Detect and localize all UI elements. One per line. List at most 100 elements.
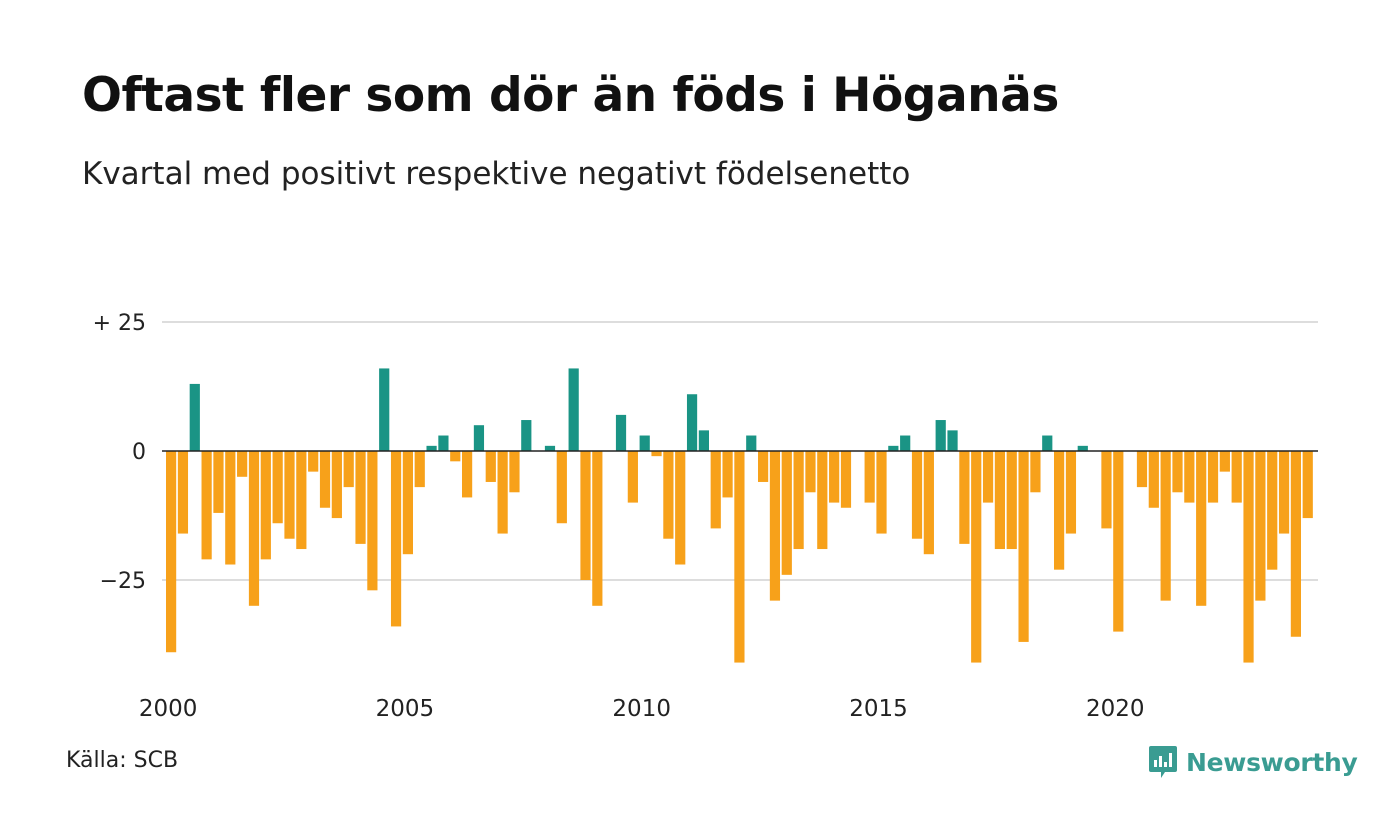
bar xyxy=(1267,451,1278,570)
bar xyxy=(829,451,840,503)
bar xyxy=(994,451,1005,550)
bar-chart: + 25 0 −25 2000 2005 2010 2015 2020 xyxy=(93,311,1318,722)
bar xyxy=(651,451,662,457)
bar xyxy=(1006,451,1017,550)
bar xyxy=(639,435,650,451)
bar xyxy=(201,451,212,560)
bar xyxy=(911,451,923,539)
bar xyxy=(367,451,378,591)
bar xyxy=(473,425,485,451)
bar xyxy=(1101,451,1112,529)
bar xyxy=(272,451,283,524)
bar xyxy=(1302,451,1313,519)
bar xyxy=(817,451,828,550)
bar xyxy=(698,430,709,451)
bar xyxy=(248,451,260,606)
bar xyxy=(722,451,733,498)
bar xyxy=(319,451,331,508)
bar xyxy=(355,451,366,544)
bar xyxy=(1065,451,1077,534)
y-tick-label: + 25 xyxy=(93,311,146,336)
x-tick-label: 2020 xyxy=(1086,696,1145,722)
bar xyxy=(663,451,674,539)
bar xyxy=(1207,451,1219,503)
bar xyxy=(177,451,189,534)
bar xyxy=(710,451,721,529)
bar xyxy=(1113,451,1124,632)
bar xyxy=(1148,451,1159,508)
bar xyxy=(331,451,342,519)
bar xyxy=(284,451,295,539)
bar xyxy=(1018,451,1029,642)
bar xyxy=(544,445,556,451)
bar xyxy=(1243,451,1254,663)
newsworthy-logo-icon xyxy=(1149,746,1177,778)
bar xyxy=(1290,451,1301,637)
bar xyxy=(935,420,946,451)
bar xyxy=(864,451,875,503)
bar xyxy=(1160,451,1171,601)
bar xyxy=(343,451,354,488)
chart-title: Oftast fler som dör än föds i Höganäs xyxy=(82,68,1059,123)
bar xyxy=(1196,451,1207,606)
bar xyxy=(982,451,994,503)
bar xyxy=(556,451,567,524)
bar xyxy=(627,451,638,503)
bar xyxy=(438,435,449,451)
x-tick-label: 2005 xyxy=(376,696,435,722)
bar xyxy=(1136,451,1148,488)
brand-logo[interactable]: Newsworthy xyxy=(1148,742,1358,782)
bar xyxy=(1030,451,1041,493)
bar xyxy=(580,451,591,580)
bar xyxy=(260,451,271,560)
bar xyxy=(793,451,804,550)
x-tick-label: 2010 xyxy=(612,696,671,722)
bar xyxy=(213,451,224,513)
bar xyxy=(769,451,781,601)
x-tick-label: 2015 xyxy=(849,696,908,722)
bar xyxy=(485,451,496,482)
bar xyxy=(923,451,934,555)
bar xyxy=(379,368,390,451)
y-axis-labels: + 25 0 −25 xyxy=(93,311,146,594)
chart-subtitle: Kvartal med positivt respektive negativt… xyxy=(82,156,911,192)
source-note: Källa: SCB xyxy=(66,748,179,773)
y-tick-label: −25 xyxy=(100,569,146,594)
bar xyxy=(1184,451,1195,503)
brand-name: Newsworthy xyxy=(1186,747,1358,777)
bar xyxy=(1172,451,1183,493)
bar xyxy=(840,451,852,508)
bar xyxy=(390,451,402,627)
bar xyxy=(1219,451,1230,472)
bar xyxy=(971,451,982,663)
bar xyxy=(888,445,899,451)
bar xyxy=(734,451,745,663)
bar xyxy=(686,394,698,451)
bar xyxy=(462,451,473,498)
bar xyxy=(521,420,532,451)
bar xyxy=(1042,435,1053,451)
bar xyxy=(615,414,627,451)
bar xyxy=(876,451,887,534)
bar xyxy=(308,451,319,472)
bar xyxy=(781,451,792,575)
bar xyxy=(1255,451,1266,601)
bar xyxy=(426,445,437,451)
x-axis-labels: 2000 2005 2010 2015 2020 xyxy=(139,696,1145,722)
bar xyxy=(675,451,686,565)
x-tick-label: 2000 xyxy=(139,696,198,722)
bars xyxy=(166,368,1313,663)
bar xyxy=(805,451,816,493)
bar xyxy=(758,451,769,482)
bar xyxy=(1231,451,1242,503)
bar xyxy=(414,451,425,488)
bar xyxy=(1054,451,1065,570)
bar xyxy=(1077,445,1088,451)
bar xyxy=(947,430,958,451)
bar xyxy=(296,451,307,550)
bar xyxy=(189,383,200,451)
bar xyxy=(497,451,508,534)
bar xyxy=(450,451,461,462)
bar xyxy=(166,451,177,653)
bar xyxy=(959,451,970,544)
